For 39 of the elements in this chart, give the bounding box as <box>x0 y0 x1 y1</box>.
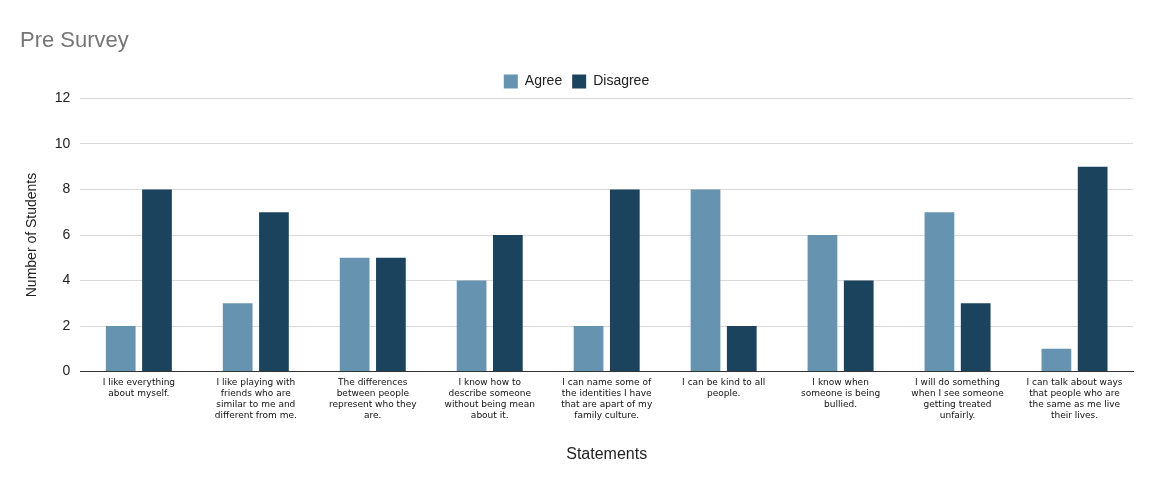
bar <box>726 326 757 372</box>
x-tick-label: I know when someone is being bullied. <box>800 377 881 409</box>
x-tick-label: I will do something when I see someone getting treated unfairly. <box>911 377 1005 420</box>
chart-title: Pre Survey <box>20 27 129 53</box>
bar <box>843 280 874 372</box>
bar <box>924 212 955 372</box>
y-tick-label: 8 <box>62 180 71 197</box>
bar <box>376 257 406 372</box>
bar <box>142 189 172 372</box>
legend-label: Agree <box>524 72 563 89</box>
y-tick-label: 10 <box>54 134 71 151</box>
x-tick-label: I can be kind to all people. <box>682 377 766 399</box>
x-tick-label: I can name some of the identities I have that are apart of my family culture. <box>561 377 653 420</box>
bar <box>690 189 721 372</box>
y-tick-label: 0 <box>62 362 71 379</box>
bar <box>339 257 370 372</box>
x-axis-title: Statements <box>566 444 648 462</box>
x-tick-label: The differences between people represent who they are. <box>328 377 418 420</box>
y-tick-label: 12 <box>54 89 71 106</box>
bar <box>1041 348 1072 372</box>
bar <box>960 303 991 372</box>
x-tick-label: I like everything about myself. <box>102 377 176 399</box>
bar <box>259 212 289 372</box>
y-tick-label: 2 <box>62 316 71 333</box>
bar <box>492 235 523 372</box>
bar <box>456 280 487 372</box>
bar <box>222 303 253 372</box>
bar <box>609 189 640 372</box>
y-tick-label: 6 <box>62 225 71 242</box>
bar <box>807 235 838 372</box>
bar <box>1077 166 1108 372</box>
x-tick-label: I like playing with friends who are similar to me and different from me. <box>214 377 297 420</box>
y-tick-label: 4 <box>62 271 71 288</box>
bar <box>573 326 604 372</box>
legend-label: Disagree <box>593 72 650 89</box>
y-axis-title: Number of Students <box>23 172 40 298</box>
x-tick-label: I know how to describe someone without being mean about it. <box>444 377 535 420</box>
x-tick-label: I can talk about ways that people who are the same as me live their lives. <box>1026 377 1123 420</box>
bar <box>105 326 136 372</box>
